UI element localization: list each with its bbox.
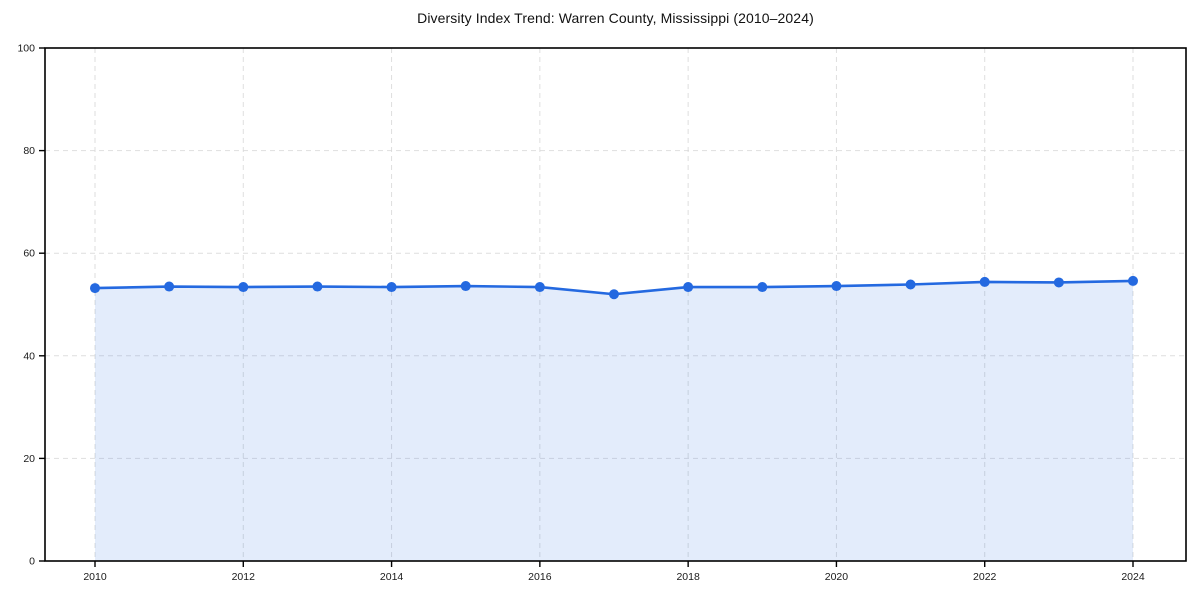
y-tick-label: 40: [23, 350, 35, 362]
x-tick-label: 2020: [825, 571, 849, 583]
data-point-2020: [831, 281, 842, 292]
data-point-2014: [386, 282, 397, 293]
data-point-2021: [905, 279, 916, 290]
data-point-2017: [609, 289, 619, 300]
data-point-2015: [460, 281, 471, 292]
x-tick-label: 2022: [973, 571, 997, 583]
data-point-2013: [312, 281, 323, 292]
x-tick-label: 2024: [1121, 571, 1145, 583]
y-tick-label: 100: [17, 43, 35, 55]
data-point-2016: [534, 282, 545, 293]
data-point-2012: [238, 282, 249, 293]
data-point-2011: [164, 281, 175, 292]
x-tick-label: 2012: [232, 571, 256, 583]
chart-title: Diversity Index Trend: Warren County, Mi…: [417, 10, 814, 26]
y-tick-label: 60: [23, 248, 35, 260]
y-tick-label: 80: [23, 145, 35, 157]
x-tick-label: 2018: [676, 571, 700, 583]
y-tick-label: 20: [23, 453, 35, 465]
data-point-2022: [979, 276, 990, 287]
data-point-2010: [90, 283, 100, 294]
data-point-2019: [757, 282, 768, 293]
plot-border: [44, 47, 1187, 562]
data-point-2018: [683, 282, 694, 293]
data-point-2024: [1128, 275, 1138, 286]
y-tick-label: 0: [29, 556, 35, 568]
x-tick-label: 2016: [528, 571, 552, 583]
x-tick-label: 2014: [380, 571, 404, 583]
area-fill: [95, 280, 1133, 561]
x-tick-label: 2010: [83, 571, 107, 583]
data-point-2023: [1053, 277, 1064, 288]
